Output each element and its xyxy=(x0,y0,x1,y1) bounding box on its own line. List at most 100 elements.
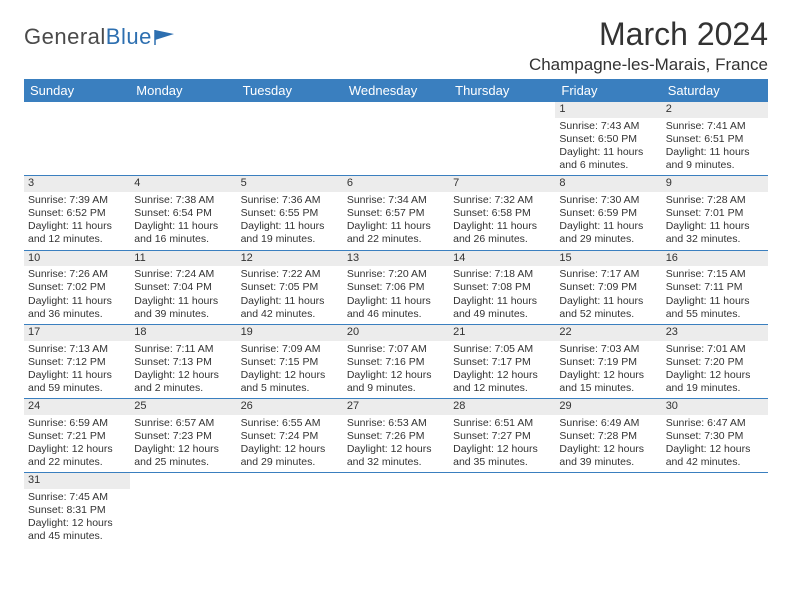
flag-icon xyxy=(154,28,176,46)
sunset-line: Sunset: 7:12 PM xyxy=(28,356,126,369)
calendar-week-row: 10Sunrise: 7:26 AMSunset: 7:02 PMDayligh… xyxy=(24,250,768,324)
daylight-line: Daylight: 11 hours and 36 minutes. xyxy=(28,295,126,321)
calendar-day-cell: 31Sunrise: 7:45 AMSunset: 8:31 PMDayligh… xyxy=(24,473,130,547)
calendar-day-cell: 2Sunrise: 7:41 AMSunset: 6:51 PMDaylight… xyxy=(662,102,768,176)
calendar-day-cell: 25 Sunrise: 6:57 AMSunset: 7:23 PMDayligh… xyxy=(130,399,236,473)
day-number: 18 xyxy=(130,325,236,341)
day-number: 6 xyxy=(343,176,449,192)
calendar-day-cell: 13Sunrise: 7:20 AMSunset: 7:06 PMDayligh… xyxy=(343,250,449,324)
sunrise-line: Sunrise: 7:41 AM xyxy=(666,120,764,133)
daylight-line: Daylight: 11 hours and 29 minutes. xyxy=(559,220,657,246)
day-number: 11 xyxy=(130,251,236,267)
sunset-line: Sunset: 7:19 PM xyxy=(559,356,657,369)
calendar-day-cell: 9Sunrise: 7:28 AMSunset: 7:01 PMDaylight… xyxy=(662,176,768,250)
calendar-day-cell: 12Sunrise: 7:22 AMSunset: 7:05 PMDayligh… xyxy=(237,250,343,324)
day-number: 14 xyxy=(449,251,555,267)
calendar-day-cell: 24Sunrise: 6:59 AMSunset: 7:21 PMDayligh… xyxy=(24,399,130,473)
calendar-empty-cell xyxy=(237,102,343,176)
sunrise-line: Sunrise: 7:30 AM xyxy=(559,194,657,207)
sunset-line: Sunset: 7:16 PM xyxy=(347,356,445,369)
sunset-line: Sunset: 7:26 PM xyxy=(347,430,445,443)
daylight-line: Daylight: 11 hours and 59 minutes. xyxy=(28,369,126,395)
day-number: 20 xyxy=(343,325,449,341)
sunset-line: Sunset: 7:15 PM xyxy=(241,356,339,369)
calendar-day-cell: 10Sunrise: 7:26 AMSunset: 7:02 PMDayligh… xyxy=(24,250,130,324)
sunrise-line: Sunrise: 7:03 AM xyxy=(559,343,657,356)
sunset-line: Sunset: 6:50 PM xyxy=(559,133,657,146)
location: Champagne-les-Marais, France xyxy=(529,55,768,75)
sunset-line: Sunset: 7:23 PM xyxy=(134,430,232,443)
weekday-header: Thursday xyxy=(449,79,555,102)
sunset-line: Sunset: 7:08 PM xyxy=(453,281,551,294)
sunset-line: Sunset: 8:31 PM xyxy=(28,504,126,517)
calendar-week-row: 17Sunrise: 7:13 AMSunset: 7:12 PMDayligh… xyxy=(24,324,768,398)
sunset-line: Sunset: 7:05 PM xyxy=(241,281,339,294)
calendar-empty-cell xyxy=(130,473,236,547)
weekday-header-row: SundayMondayTuesdayWednesdayThursdayFrid… xyxy=(24,79,768,102)
calendar-day-cell: 23Sunrise: 7:01 AMSunset: 7:20 PMDayligh… xyxy=(662,324,768,398)
daylight-line: Daylight: 12 hours and 39 minutes. xyxy=(559,443,657,469)
sunset-line: Sunset: 6:52 PM xyxy=(28,207,126,220)
day-number: 31 xyxy=(24,473,130,489)
calendar-day-cell: 15Sunrise: 7:17 AMSunset: 7:09 PMDayligh… xyxy=(555,250,661,324)
logo-general: General xyxy=(24,24,106,49)
daylight-line: Daylight: 12 hours and 12 minutes. xyxy=(453,369,551,395)
sunset-line: Sunset: 6:57 PM xyxy=(347,207,445,220)
sunrise-line: Sunrise: 7:07 AM xyxy=(347,343,445,356)
sunrise-line: Sunrise: 7:05 AM xyxy=(453,343,551,356)
day-number: 25 xyxy=(130,399,236,415)
sunset-line: Sunset: 7:02 PM xyxy=(28,281,126,294)
sunrise-line: Sunrise: 7:22 AM xyxy=(241,268,339,281)
daylight-line: Daylight: 12 hours and 2 minutes. xyxy=(134,369,232,395)
sunset-line: Sunset: 7:27 PM xyxy=(453,430,551,443)
sunset-line: Sunset: 6:51 PM xyxy=(666,133,764,146)
daylight-line: Daylight: 11 hours and 52 minutes. xyxy=(559,295,657,321)
day-number: 9 xyxy=(662,176,768,192)
sunset-line: Sunset: 7:04 PM xyxy=(134,281,232,294)
daylight-line: Daylight: 12 hours and 45 minutes. xyxy=(28,517,126,543)
daylight-line: Daylight: 11 hours and 26 minutes. xyxy=(453,220,551,246)
weekday-header: Saturday xyxy=(662,79,768,102)
sunrise-line: Sunrise: 7:38 AM xyxy=(134,194,232,207)
day-number: 27 xyxy=(343,399,449,415)
calendar-empty-cell xyxy=(555,473,661,547)
sunset-line: Sunset: 7:30 PM xyxy=(666,430,764,443)
calendar-empty-cell xyxy=(343,102,449,176)
daylight-line: Daylight: 12 hours and 25 minutes. xyxy=(134,443,232,469)
daylight-line: Daylight: 11 hours and 42 minutes. xyxy=(241,295,339,321)
day-number: 4 xyxy=(130,176,236,192)
day-number: 23 xyxy=(662,325,768,341)
sunset-line: Sunset: 7:24 PM xyxy=(241,430,339,443)
daylight-line: Daylight: 12 hours and 29 minutes. xyxy=(241,443,339,469)
daylight-line: Daylight: 11 hours and 12 minutes. xyxy=(28,220,126,246)
day-number: 21 xyxy=(449,325,555,341)
sunrise-line: Sunrise: 6:57 AM xyxy=(134,417,232,430)
calendar-day-cell: 8Sunrise: 7:30 AMSunset: 6:59 PMDaylight… xyxy=(555,176,661,250)
sunset-line: Sunset: 7:06 PM xyxy=(347,281,445,294)
calendar-day-cell: 16Sunrise: 7:15 AMSunset: 7:11 PMDayligh… xyxy=(662,250,768,324)
day-number: 13 xyxy=(343,251,449,267)
day-number: 28 xyxy=(449,399,555,415)
logo-text: GeneralBlue xyxy=(24,24,152,50)
calendar-day-cell: 14Sunrise: 7:18 AMSunset: 7:08 PMDayligh… xyxy=(449,250,555,324)
daylight-line: Daylight: 11 hours and 32 minutes. xyxy=(666,220,764,246)
sunset-line: Sunset: 7:21 PM xyxy=(28,430,126,443)
sunrise-line: Sunrise: 7:32 AM xyxy=(453,194,551,207)
sunset-line: Sunset: 7:13 PM xyxy=(134,356,232,369)
sunrise-line: Sunrise: 7:20 AM xyxy=(347,268,445,281)
day-number: 30 xyxy=(662,399,768,415)
sunrise-line: Sunrise: 7:36 AM xyxy=(241,194,339,207)
sunset-line: Sunset: 7:17 PM xyxy=(453,356,551,369)
sunrise-line: Sunrise: 7:17 AM xyxy=(559,268,657,281)
day-number: 1 xyxy=(555,102,661,118)
weekday-header: Wednesday xyxy=(343,79,449,102)
calendar-day-cell: 18Sunrise: 7:11 AMSunset: 7:13 PMDayligh… xyxy=(130,324,236,398)
weekday-header: Sunday xyxy=(24,79,130,102)
sunset-line: Sunset: 6:59 PM xyxy=(559,207,657,220)
calendar-day-cell: 19Sunrise: 7:09 AMSunset: 7:15 PMDayligh… xyxy=(237,324,343,398)
day-number: 26 xyxy=(237,399,343,415)
calendar-day-cell: 11Sunrise: 7:24 AMSunset: 7:04 PMDayligh… xyxy=(130,250,236,324)
sunset-line: Sunset: 7:01 PM xyxy=(666,207,764,220)
calendar-week-row: 3Sunrise: 7:39 AMSunset: 6:52 PMDaylight… xyxy=(24,176,768,250)
day-number: 10 xyxy=(24,251,130,267)
